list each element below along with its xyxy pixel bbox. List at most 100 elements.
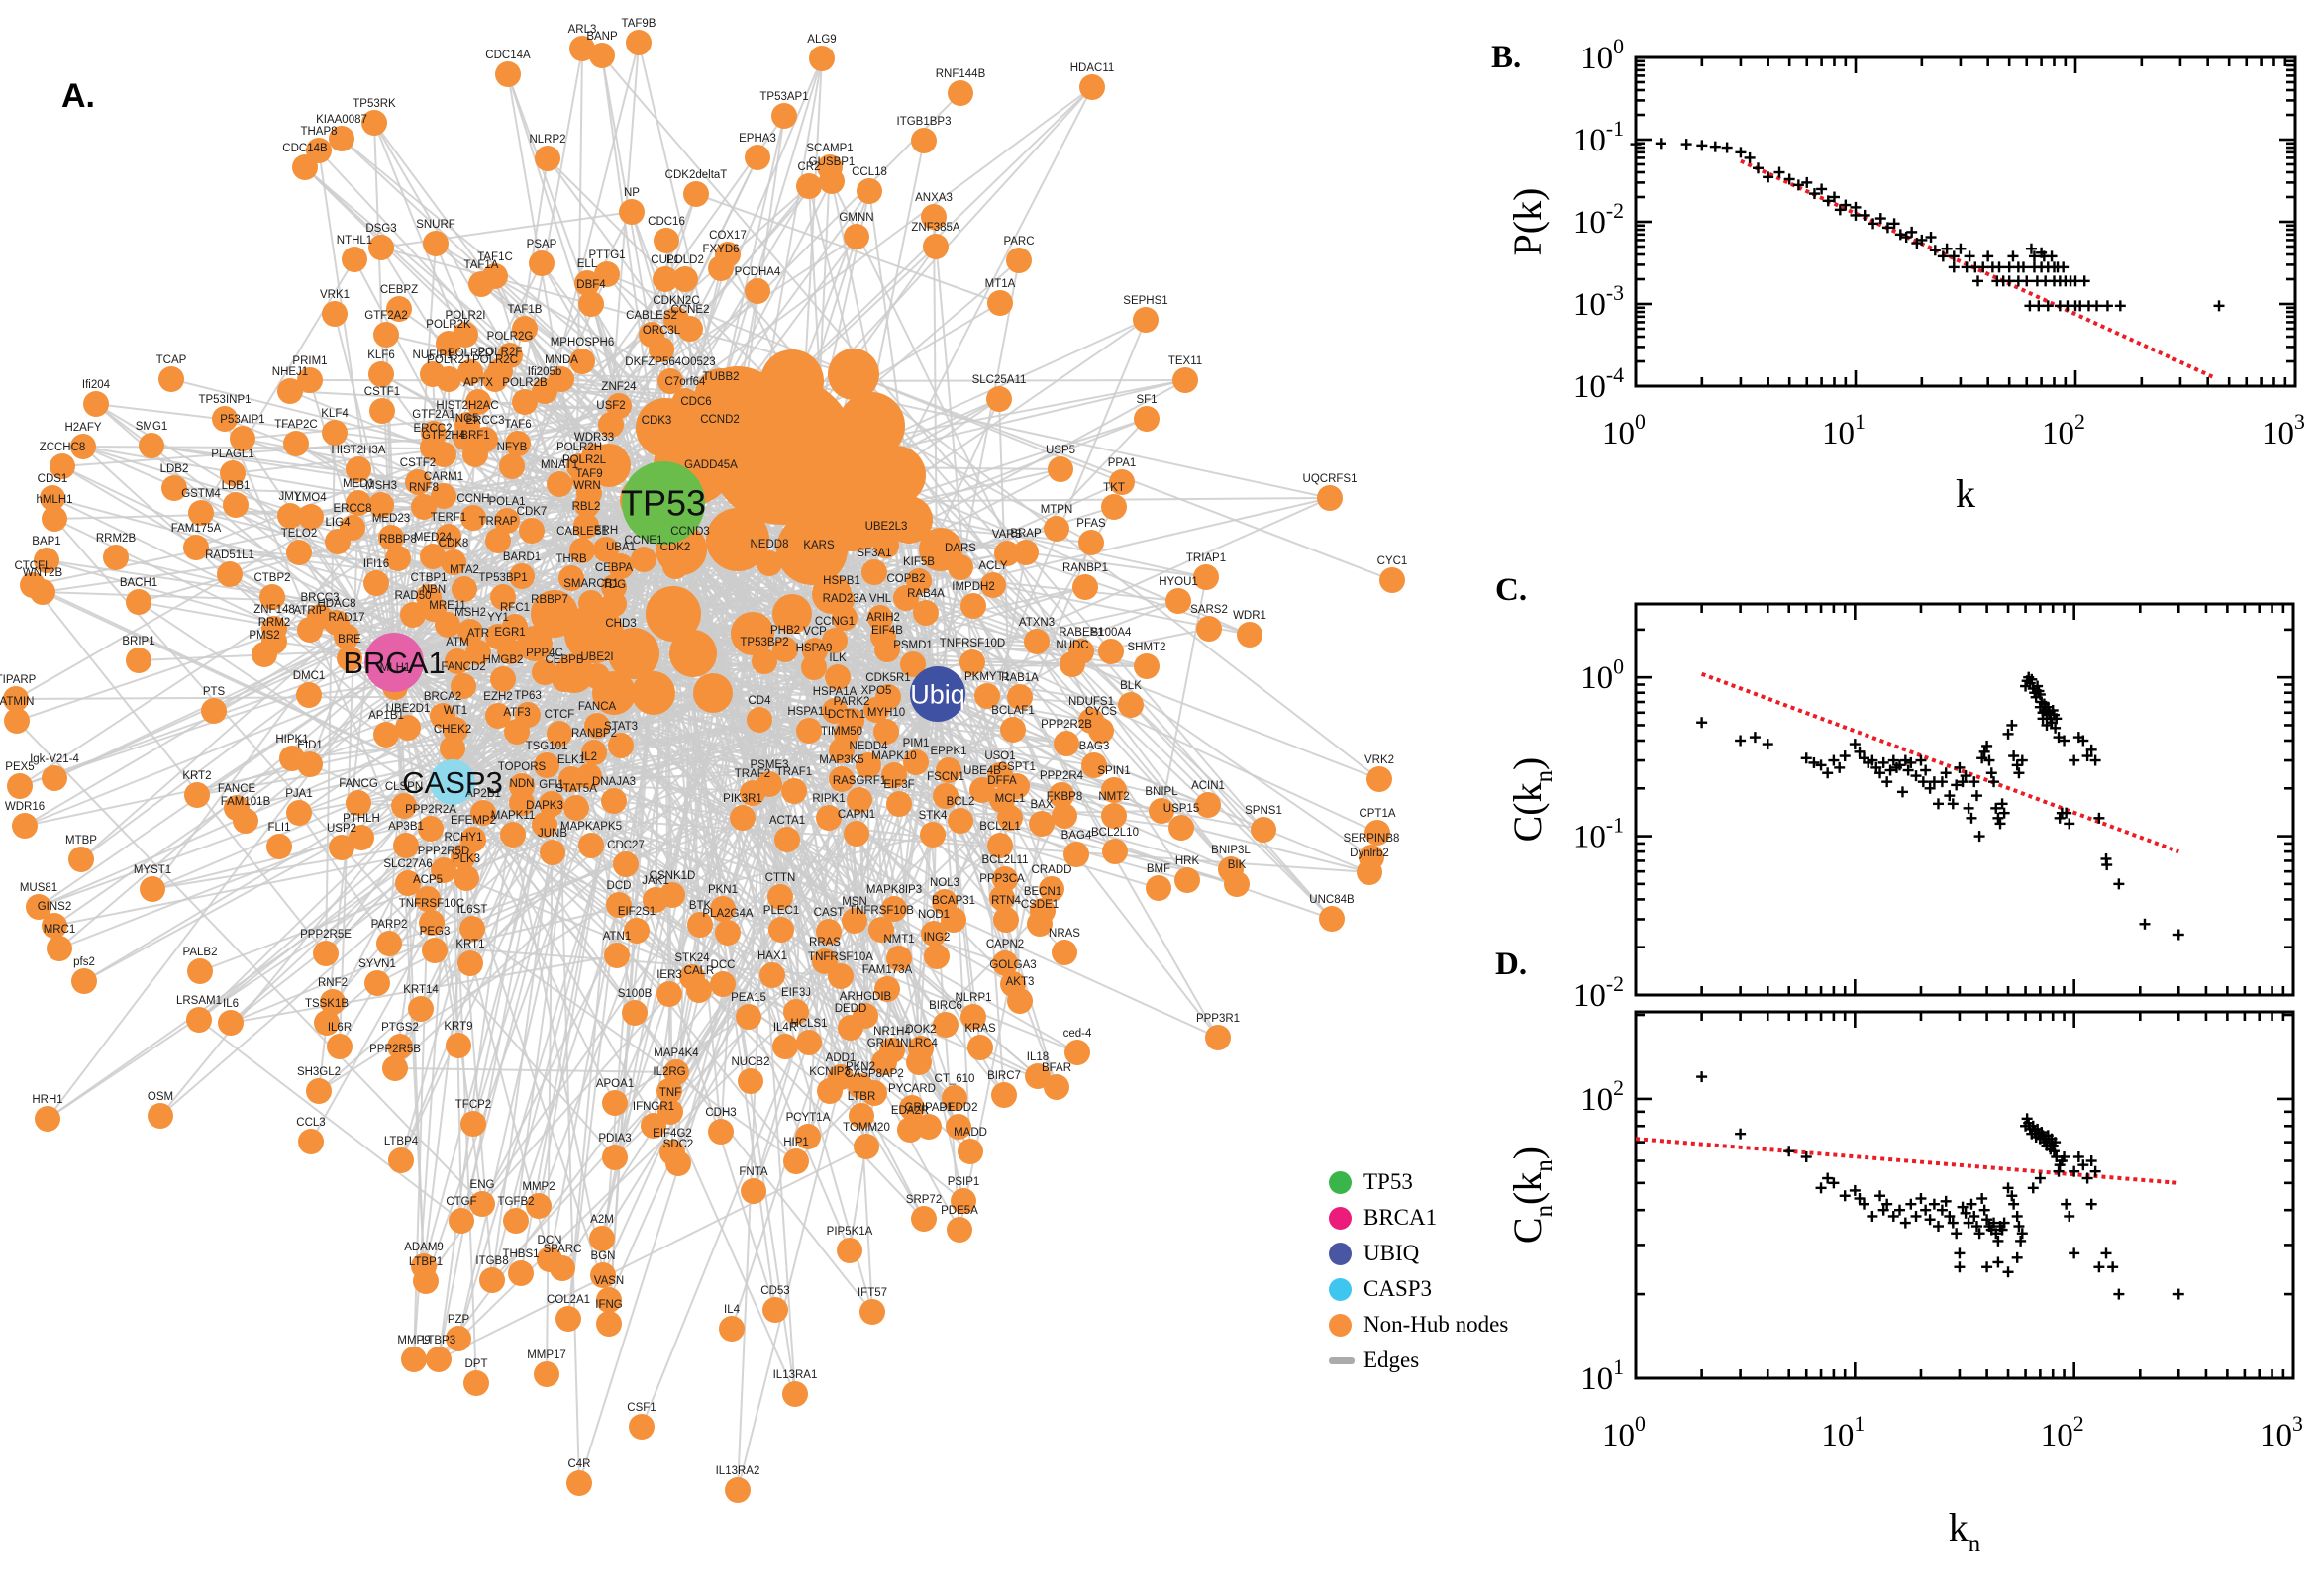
- gene-label: MED1: [343, 478, 374, 490]
- gene-node: [1078, 530, 1104, 555]
- gene-node: [596, 1287, 622, 1313]
- axis-tick-label: 10-1: [1573, 117, 1624, 158]
- gene-label: ced-4: [1063, 1028, 1092, 1040]
- gene-node: [419, 910, 445, 936]
- gene-node: [495, 61, 521, 87]
- gene-label: ZNF148: [253, 604, 295, 616]
- gene-label: TP53AP1: [759, 91, 808, 103]
- legend-label: CASP3: [1364, 1276, 1433, 1301]
- gene-label: SARS2: [1190, 604, 1228, 616]
- gene-label: BLK: [1120, 680, 1142, 692]
- gene-node: [446, 1033, 471, 1058]
- gene-label: UNC84B: [1309, 894, 1355, 906]
- gene-label: RRM2: [258, 617, 291, 629]
- gene-node: [783, 1148, 809, 1174]
- gene-node: [184, 782, 210, 808]
- gene-node: [687, 912, 713, 938]
- gene-label: EPPK1: [930, 746, 966, 757]
- hub-node-casp3: [430, 759, 475, 805]
- gene-label: CLSPN: [385, 781, 423, 793]
- gene-label: PEX5: [5, 761, 34, 773]
- gene-label: DCC: [711, 959, 736, 971]
- gene-node: [874, 976, 900, 1002]
- gene-node: [1193, 564, 1219, 590]
- gene-node: [485, 528, 511, 553]
- gene-label: BRCA2: [424, 691, 461, 703]
- gene-label: DEDD: [835, 1003, 867, 1015]
- gene-label: USP2: [327, 823, 356, 835]
- gene-node: [1134, 406, 1160, 432]
- gene-label: NTHL1: [337, 235, 372, 247]
- gene-node: [233, 808, 258, 834]
- gene-node: [1006, 248, 1032, 273]
- gene-label: PLEC1: [763, 905, 799, 917]
- gene-label: CDC14B: [282, 143, 328, 154]
- gene-node: [584, 713, 610, 739]
- gene-node: [819, 168, 845, 194]
- gene-label: RIPK1: [812, 793, 845, 805]
- legend-label: UBIQ: [1364, 1241, 1420, 1265]
- gene-label: UBE2D1: [386, 703, 431, 715]
- gene-node: [292, 154, 318, 180]
- gene-node: [873, 719, 899, 745]
- gene-label: PSME3: [751, 759, 789, 771]
- gene-label: PPP4C: [526, 648, 563, 659]
- gene-label: EIF2S1: [618, 906, 656, 918]
- gene-label: MAP3K5: [819, 754, 863, 766]
- gene-label: BIK: [1228, 859, 1247, 871]
- gene-label: MSH3: [365, 480, 397, 492]
- gene-node: [361, 110, 387, 136]
- gene-label: APTX: [463, 377, 493, 389]
- gene-node: [710, 896, 736, 922]
- gene-label: THAP8: [300, 126, 337, 138]
- gene-node: [809, 46, 835, 71]
- gene-node: [899, 1095, 925, 1121]
- gene-node: [886, 791, 912, 817]
- gene-node: [598, 412, 624, 438]
- gene-node: [725, 1477, 751, 1503]
- gene-label: TP53BP1: [478, 572, 527, 584]
- gene-node: [974, 683, 1000, 709]
- gene-node: [1118, 692, 1144, 718]
- gene-label: MAP4K4: [654, 1047, 699, 1059]
- gene-node: [795, 1124, 821, 1149]
- legend-item-edges: Edges: [1329, 1343, 1527, 1378]
- axis-tick-label: 10-3: [1573, 281, 1624, 323]
- gene-node: [619, 199, 645, 225]
- gene-node: [847, 787, 872, 813]
- gene-label: POLR2F: [478, 347, 523, 358]
- gene-node: [368, 492, 394, 518]
- gene-label: PPP3CA: [979, 873, 1025, 885]
- gene-node: [529, 250, 555, 276]
- gene-label: BANP: [586, 31, 618, 43]
- gene-node: [183, 535, 209, 560]
- gene-node: [35, 1106, 60, 1132]
- gene-node: [946, 1114, 971, 1140]
- gene-node: [740, 780, 765, 806]
- gene-label: PPP2R4: [1040, 770, 1084, 782]
- gene-label: SEPHS1: [1123, 295, 1167, 307]
- gene-label: CDK8: [439, 538, 469, 549]
- gene-node: [322, 301, 348, 327]
- gene-label: LTBP3: [422, 1335, 455, 1347]
- gene-node: [923, 234, 949, 259]
- gene-node: [1044, 516, 1069, 542]
- gene-node: [698, 471, 724, 497]
- gene-node: [469, 1191, 495, 1217]
- gene-label: MT1A: [985, 278, 1016, 290]
- gene-label: ERCC3: [466, 415, 505, 427]
- gene-node: [283, 431, 309, 456]
- gene-label: SYVN1: [358, 958, 396, 970]
- gene-node: [558, 565, 584, 591]
- gene-node: [436, 366, 461, 392]
- legend-item-casp3: CASP3: [1329, 1271, 1527, 1307]
- gene-label: CEBPZ: [380, 284, 418, 296]
- gene-node: [948, 80, 973, 106]
- gene-node: [745, 145, 770, 170]
- gene-label: ELL: [577, 258, 598, 270]
- gene-label: LDB2: [160, 463, 189, 475]
- gene-label: FKBP8: [1047, 791, 1082, 803]
- gene-label: BTK: [689, 900, 712, 912]
- gene-node: [1064, 1040, 1090, 1065]
